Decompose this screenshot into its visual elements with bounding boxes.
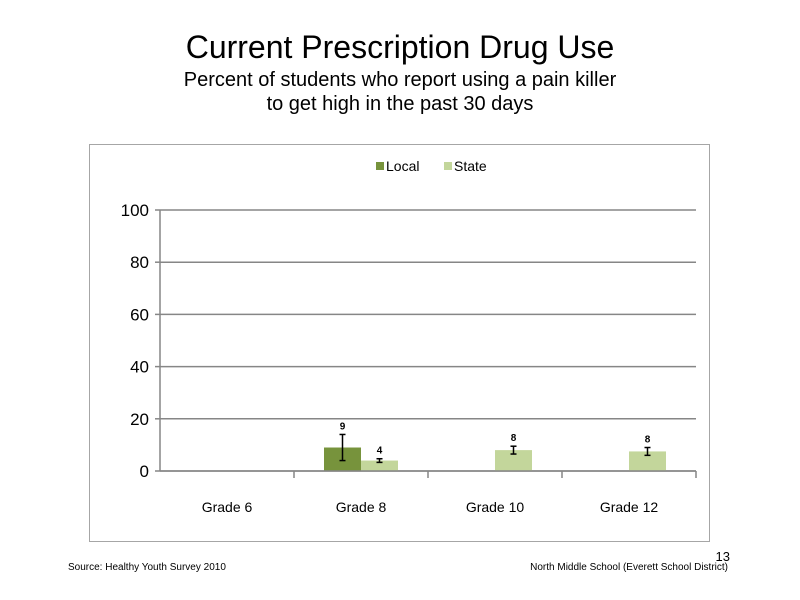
source-note: Source: Healthy Youth Survey 2010 — [68, 562, 226, 573]
data-label: 8 — [511, 433, 517, 444]
y-tick-label: 80 — [130, 253, 149, 272]
data-label: 4 — [377, 446, 383, 457]
school-name: North Middle School (Everett School Dist… — [530, 562, 728, 573]
x-tick-label: Grade 10 — [466, 499, 525, 515]
x-tick-label: Grade 6 — [202, 499, 253, 515]
bar — [495, 450, 532, 471]
x-tick-label: Grade 12 — [600, 499, 659, 515]
legend-swatch — [376, 162, 384, 170]
slide-title: Current Prescription Drug Use — [185, 29, 615, 65]
page-number: 13 — [715, 549, 730, 564]
y-tick-label: 20 — [130, 410, 149, 429]
y-tick-label: 0 — [140, 462, 149, 481]
bar — [361, 460, 398, 471]
subtitle-line-1: Percent of students who report using a p… — [183, 69, 617, 91]
data-label: 9 — [340, 421, 346, 432]
y-tick-label: 100 — [121, 201, 149, 220]
slide-subtitle: Percent of students who report using a p… — [0, 68, 800, 116]
data-label: 8 — [645, 435, 651, 446]
legend-swatch — [444, 162, 452, 170]
legend-label: State — [454, 158, 487, 174]
legend-label: Local — [386, 158, 419, 174]
subtitle-line-2: to get high in the past 30 days — [266, 93, 534, 115]
y-tick-label: 40 — [130, 358, 149, 377]
x-tick-label: Grade 8 — [336, 499, 387, 515]
bar — [629, 451, 666, 471]
y-tick-label: 60 — [130, 305, 149, 324]
